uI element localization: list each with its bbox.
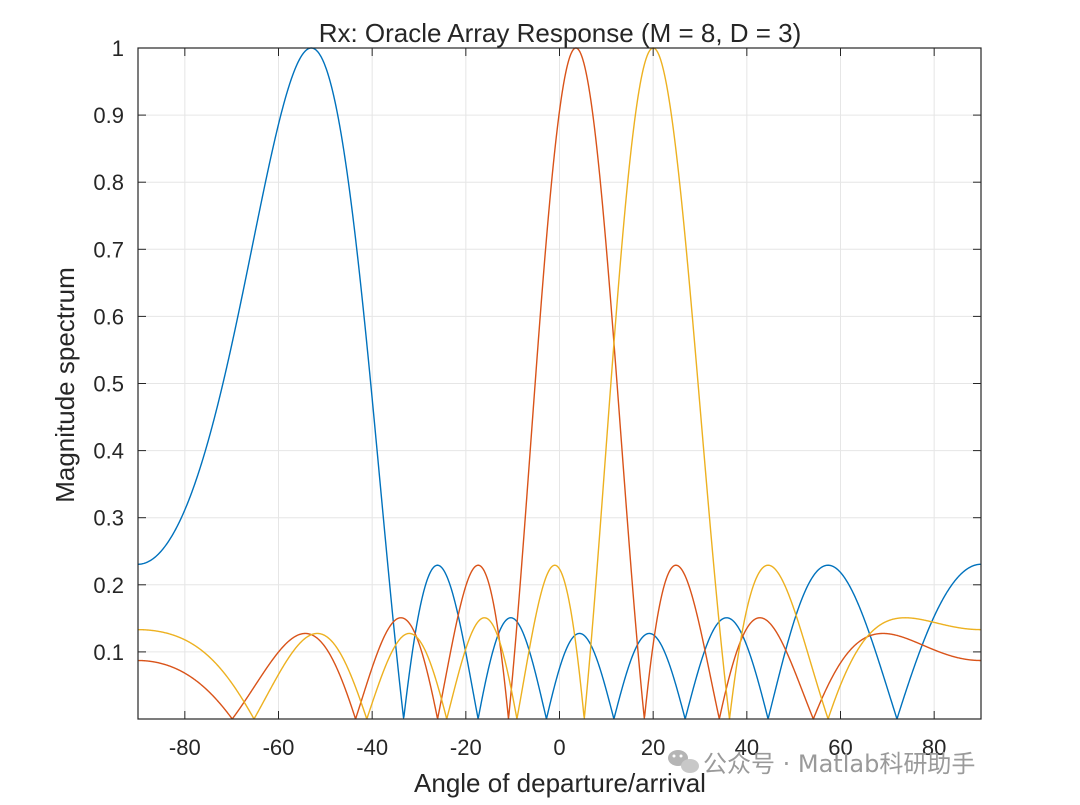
x-tick-label: -40 xyxy=(356,735,388,760)
y-axis-label: Magnitude spectrum xyxy=(50,267,80,503)
series-line-2 xyxy=(137,47,982,720)
y-tick-label: 0.2 xyxy=(93,573,124,598)
x-ticks: -80 -60 -40 -20 0 20 40 60 80 xyxy=(169,48,946,760)
series-line-3 xyxy=(137,47,982,720)
chart-title: Rx: Oracle Array Response (M = 8, D = 3) xyxy=(319,18,802,48)
y-tick-label: 0.5 xyxy=(93,372,124,397)
series-group xyxy=(137,47,982,720)
series-line-1 xyxy=(137,47,982,720)
x-tick-label: 80 xyxy=(922,735,946,760)
wechat-icon xyxy=(668,750,699,773)
y-tick-label: 0.4 xyxy=(93,439,124,464)
x-tick-label: -80 xyxy=(169,735,201,760)
y-tick-label: 0.9 xyxy=(93,103,124,128)
x-axis-label: Angle of departure/arrival xyxy=(414,768,706,798)
watermark-text: 公众号 · Matlab科研助手 xyxy=(703,750,975,778)
y-ticks: 0.1 0.2 0.3 0.4 0.5 0.6 0.7 0.8 0.9 1 xyxy=(93,36,981,665)
y-tick-label: 0.1 xyxy=(93,640,124,665)
watermark: 公众号 · Matlab科研助手 xyxy=(668,750,975,778)
x-tick-label: 20 xyxy=(641,735,665,760)
y-tick-label: 0.8 xyxy=(93,170,124,195)
x-tick-label: -60 xyxy=(263,735,295,760)
y-tick-label: 1 xyxy=(112,36,124,61)
y-tick-label: 0.7 xyxy=(93,237,124,262)
y-tick-label: 0.3 xyxy=(93,506,124,531)
x-tick-label: 40 xyxy=(735,735,759,760)
x-tick-label: -20 xyxy=(450,735,482,760)
x-tick-label: 0 xyxy=(553,735,565,760)
x-tick-label: 60 xyxy=(828,735,852,760)
y-tick-label: 0.6 xyxy=(93,304,124,329)
